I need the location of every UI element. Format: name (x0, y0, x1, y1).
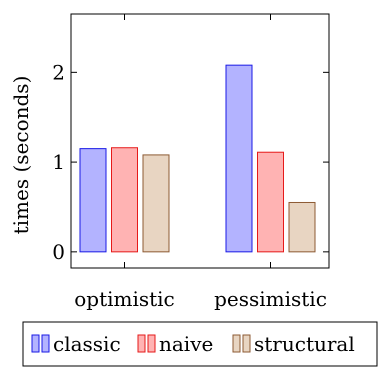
legend-swatch-naive (137, 334, 146, 353)
legend-label-structural: structural (254, 332, 355, 356)
plot-frame (70, 13, 330, 269)
legend-swatch-naive (147, 334, 156, 353)
ticks: optimistic pessimistic 0 1 2 (52, 14, 329, 311)
bar-structural-pessimistic (288, 201, 316, 253)
legend-label-naive: naive (159, 332, 213, 356)
x-tick-label: optimistic (74, 287, 175, 311)
y-tick-label: 0 (52, 240, 65, 264)
y-tick-label: 1 (52, 150, 65, 174)
legend-box (22, 321, 378, 367)
bars (79, 64, 316, 253)
legend: classic naive structural (22, 321, 378, 367)
bar-naive-pessimistic (257, 151, 284, 253)
legend-swatch-structural (242, 334, 251, 353)
bar-structural-optimistic (142, 154, 170, 253)
axes (70, 13, 330, 269)
y-axis-label: times (seconds) (9, 76, 33, 235)
bar-classic-pessimistic (225, 64, 253, 253)
legend-swatch-classic (31, 334, 40, 353)
bar-naive-optimistic (111, 147, 138, 253)
legend-label-classic: classic (53, 332, 121, 356)
x-tick-label: pessimistic (214, 287, 327, 311)
legend-swatch-structural (232, 334, 241, 353)
y-tick-label: 2 (52, 60, 65, 84)
bar-classic-optimistic (79, 148, 107, 253)
legend-swatch-classic (41, 334, 50, 353)
